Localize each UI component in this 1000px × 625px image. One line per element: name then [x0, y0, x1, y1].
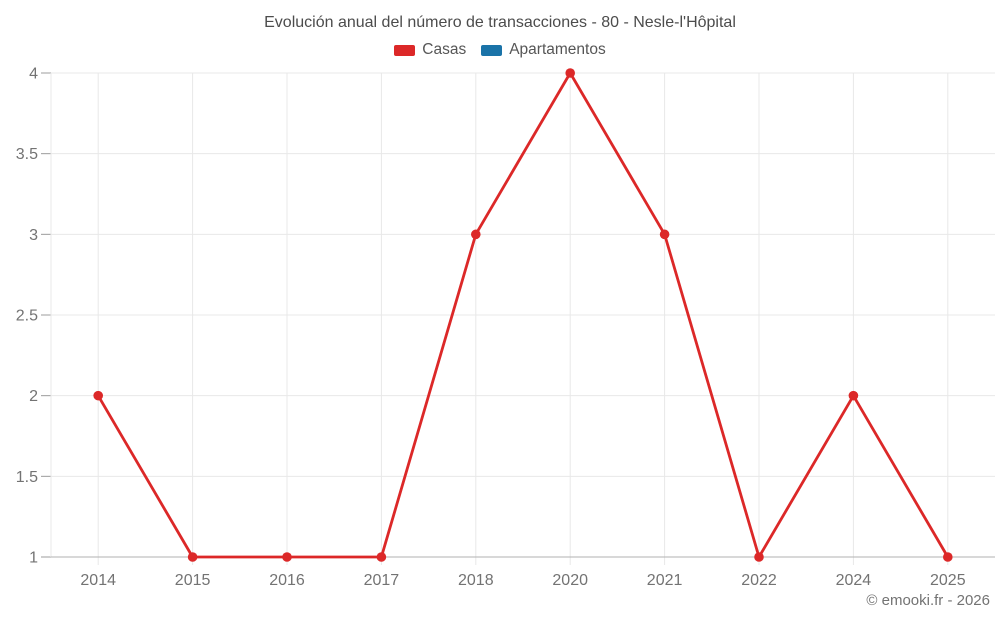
casas-point-2016[interactable]	[282, 552, 292, 562]
casas-point-2021[interactable]	[659, 229, 670, 240]
x-tick-label: 2014	[80, 572, 116, 589]
y-tick-label: 2.5	[16, 308, 38, 325]
legend-swatch-casas	[394, 44, 416, 56]
x-tick-label: 2018	[458, 572, 494, 589]
x-tick-label: 2021	[647, 572, 683, 589]
casas-point-2015[interactable]	[187, 552, 198, 562]
copyright-text: © emooki.fr - 2026	[866, 592, 990, 609]
chart-header: Evolución anual del número de transaccio…	[0, 14, 1000, 59]
y-tick-label: 1.5	[16, 469, 38, 486]
legend-item-apartamentos[interactable]: Apartamentos	[481, 41, 606, 59]
casas-point-2014[interactable]	[93, 390, 103, 401]
x-tick-label: 2025	[930, 572, 966, 589]
casas-point-2020[interactable]	[565, 68, 575, 78]
casas-point-2022[interactable]	[754, 552, 764, 562]
y-tick-label: 3.5	[16, 146, 38, 163]
x-tick-label: 2020	[552, 572, 588, 589]
casas-line	[96, 71, 950, 559]
casas-point-2018[interactable]	[471, 229, 481, 240]
chart-title: Evolución anual del número de transaccio…	[264, 14, 736, 31]
y-tick-label: 3	[29, 227, 38, 244]
legend-item-casas[interactable]: Casas	[394, 41, 466, 59]
x-tick-label: 2024	[836, 572, 872, 589]
legend-label-casas: Casas	[422, 41, 467, 58]
y-tick-label: 4	[29, 66, 38, 83]
x-tick-label: 2015	[175, 572, 211, 589]
legend-label-apartamentos: Apartamentos	[509, 41, 606, 58]
casas-point-2024[interactable]	[848, 390, 859, 401]
casas-point-2025[interactable]	[943, 552, 953, 562]
y-tick-label: 2	[29, 388, 38, 405]
y-tick-label: 1	[29, 550, 38, 567]
x-tick-label: 2016	[269, 572, 305, 589]
chart-legend: Casas Apartamentos	[0, 41, 1000, 59]
casas-point-2017[interactable]	[376, 552, 387, 562]
x-tick-label: 2017	[364, 572, 400, 589]
x-tick-label: 2022	[741, 572, 777, 589]
legend-swatch-apartamentos	[481, 44, 503, 56]
